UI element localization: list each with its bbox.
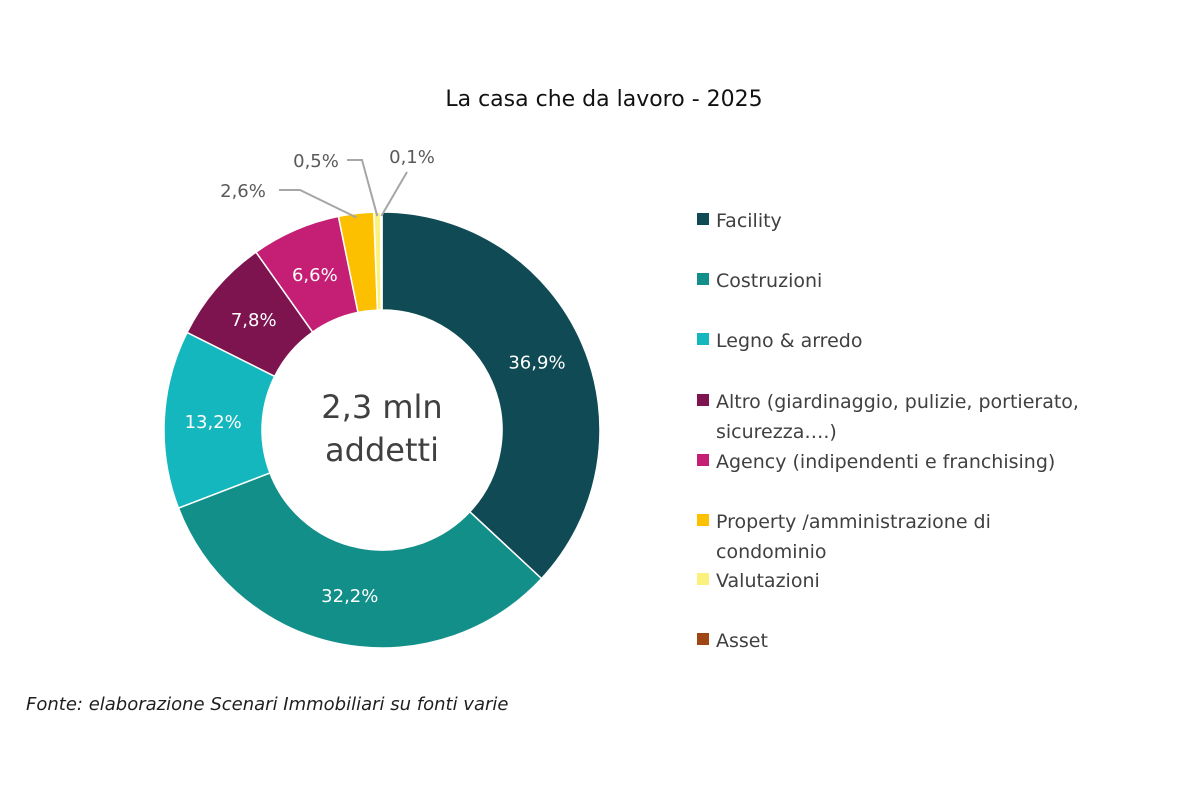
legend-label-agency-indipendenti-e-franchising: Agency (indipendenti e franchising) <box>716 451 1055 473</box>
slice-costruzioni <box>177 472 543 649</box>
center-label: 2,3 mln addetti <box>321 388 442 469</box>
legend-label-asset: Asset <box>716 630 768 652</box>
slice-label-facility: 36,9% <box>508 353 565 374</box>
slice-label-altro-giardinaggio-pulizie-portierato-sicurezza: 7,8% <box>231 310 277 331</box>
chart-title: La casa che da lavoro - 2025 <box>445 87 762 112</box>
legend-label-altro-giardinaggio-pulizie-portierato-sicurezza: Altro (giardinaggio, pulizie, portierato… <box>716 391 1079 413</box>
leader-line-property-amministrazione-di-condominio <box>279 189 357 219</box>
callout-label-asset: 0,1% <box>389 147 435 168</box>
slice-facility <box>381 211 601 580</box>
slice-asset <box>379 211 383 311</box>
callout-label-valutazioni: 0,5% <box>293 151 339 172</box>
legend-label-legno-arredo: Legno & arredo <box>716 330 862 352</box>
callout-label-property-amministrazione-di-condominio: 2,6% <box>220 181 266 202</box>
leader-line-valutazioni <box>347 159 379 217</box>
legend-item-asset: Asset <box>697 630 768 652</box>
legend-item-legno-arredo: Legno & arredo <box>697 330 862 352</box>
legend-swatch-property-amministrazione-di-condominio <box>697 514 709 526</box>
legend: Facility Costruzioni Legno & arredo Altro (… <box>697 210 1079 652</box>
legend-swatch-asset <box>697 633 709 645</box>
slice-labels: 36,9% 32,2% 13,2% 7,8% 6,6% <box>185 265 566 607</box>
legend-label-property-amministrazione-di-condominio: Property /amministrazione di <box>716 511 991 533</box>
slice-label-costruzioni: 32,2% <box>321 586 378 607</box>
legend-swatch-costruzioni <box>697 273 709 285</box>
callout-labels: 2,6% 0,5% 0,1% <box>220 147 435 219</box>
legend-item-altro-giardinaggio-pulizie-portierato-sicurezza: Altro (giardinaggio, pulizie, portierato… <box>697 391 1079 443</box>
slice-label-agency-indipendenti-e-franchising: 6,6% <box>292 265 338 286</box>
slice-label-legno-arredo: 13,2% <box>185 412 242 433</box>
legend-swatch-facility <box>697 213 709 225</box>
center-label-line-2: addetti <box>325 431 439 469</box>
legend-swatch-legno-arredo <box>697 333 709 345</box>
donut-slices <box>163 211 601 649</box>
legend-swatch-altro-giardinaggio-pulizie-portierato-sicurezza <box>697 394 709 406</box>
legend-item-property-amministrazione-di-condominio: Property /amministrazione di condominio <box>697 511 991 563</box>
legend-swatch-agency-indipendenti-e-franchising <box>697 454 709 466</box>
legend-item-valutazioni: Valutazioni <box>697 570 820 592</box>
source-note: Fonte: elaborazione Scenari Immobiliari … <box>26 694 508 715</box>
legend-label-valutazioni: Valutazioni <box>716 570 820 592</box>
leader-line-asset <box>380 171 408 217</box>
legend-label-costruzioni: Costruzioni <box>716 270 822 292</box>
legend-item-costruzioni: Costruzioni <box>697 270 822 292</box>
legend-label-altro-giardinaggio-pulizie-portierato-sicurezza-line-2: sicurezza….) <box>716 421 837 443</box>
center-label-line-1: 2,3 mln <box>321 388 442 426</box>
legend-item-agency-indipendenti-e-franchising: Agency (indipendenti e franchising) <box>697 451 1055 473</box>
legend-label-property-amministrazione-di-condominio-line-2: condominio <box>716 541 827 563</box>
legend-swatch-valutazioni <box>697 573 709 585</box>
legend-label-facility: Facility <box>716 210 782 232</box>
legend-item-facility: Facility <box>697 210 782 232</box>
